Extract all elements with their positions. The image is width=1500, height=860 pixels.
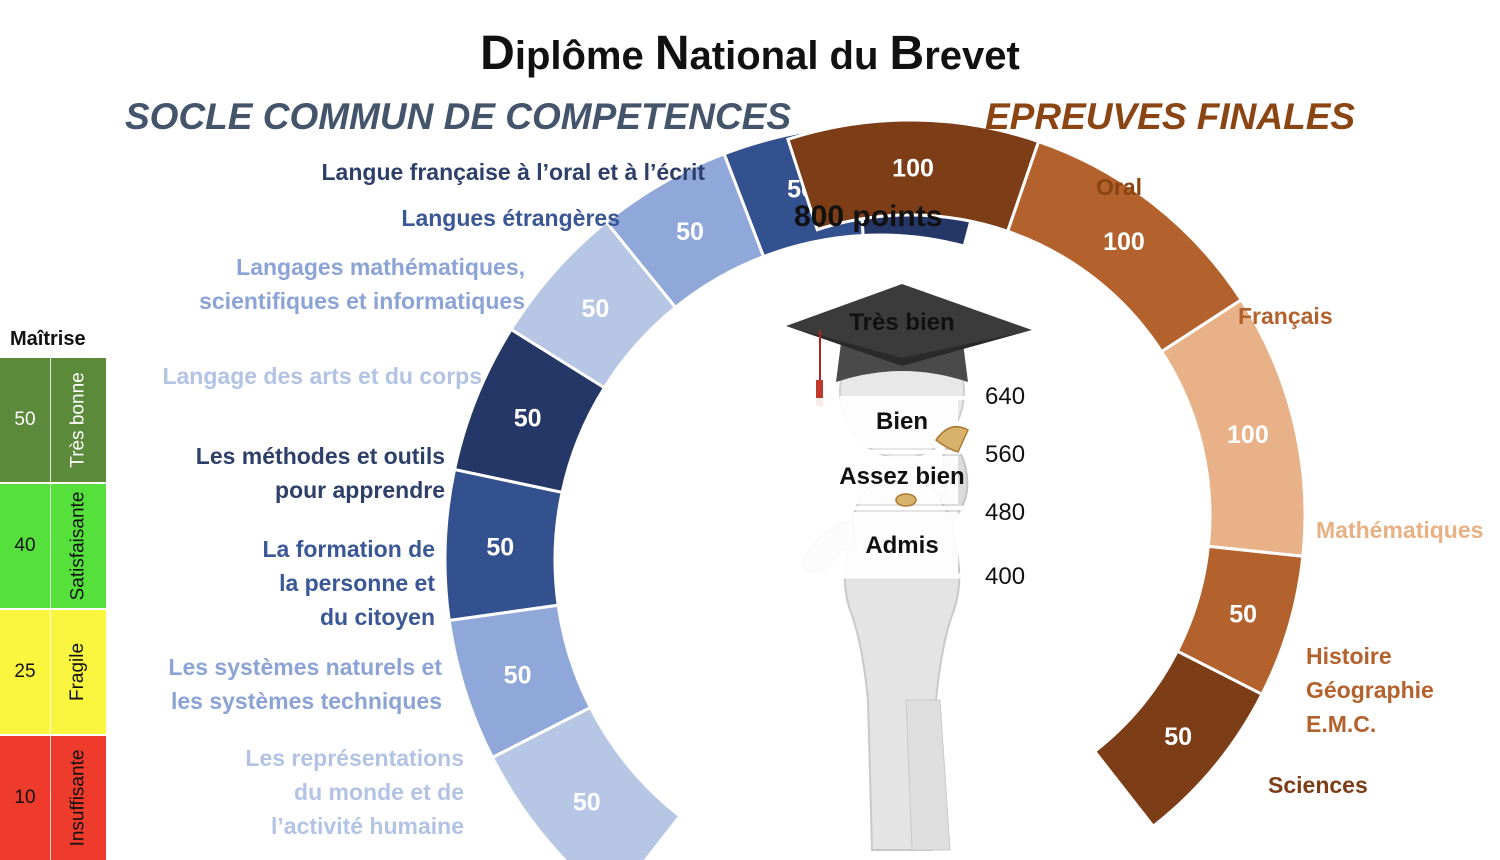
- socle-title: SOCLE COMMUN DE COMPETENCES: [125, 96, 792, 137]
- seuil-640: 640: [985, 383, 1026, 410]
- cap-tassel: [816, 380, 823, 406]
- legend-title: Maîtrise: [10, 328, 86, 350]
- socle-label-7: Les systèmes naturels et les systèmes te…: [168, 654, 442, 714]
- socle-label-1: Langue française à l’oral et à l’écrit: [321, 159, 706, 185]
- epreuve-value-2: 100: [1103, 228, 1145, 256]
- socle-label-3: Langages mathématiques, scientifiques et…: [199, 254, 525, 314]
- legend-value: 50: [14, 409, 36, 430]
- socle-label-5: Les méthodes et outils pour apprendre: [195, 443, 445, 503]
- epreuve-value-5: 50: [1164, 723, 1192, 751]
- page-title: Diplôme National du Brevet: [480, 27, 1020, 80]
- legend-value: 10: [14, 787, 36, 808]
- legend-label: Fragile: [67, 642, 89, 702]
- socle-value-7: 50: [504, 661, 532, 689]
- socle-value-3: 50: [676, 218, 704, 246]
- graduate-figure: [786, 284, 1032, 851]
- epreuve-value-3: 100: [1227, 421, 1269, 449]
- legend-row-fragile: 25 Fragile: [0, 610, 106, 734]
- legend-row-tres-bonne: 50 Très bonne: [0, 358, 106, 482]
- legend-label: Satisfaisante: [67, 491, 89, 601]
- epreuve-label-oral: Oral: [1096, 174, 1143, 200]
- legend-label: Insuffisante: [67, 749, 89, 847]
- socle-label-4: Langage des arts et du corps: [162, 363, 482, 389]
- seuil-480: 480: [985, 499, 1026, 526]
- total-points: 800 points: [794, 200, 943, 233]
- socle-arc: 5050505050505050: [443, 123, 995, 860]
- epreuve-segment-5: [1092, 649, 1264, 829]
- seuil-560: 560: [985, 441, 1026, 468]
- mention-tres-bien: Très bien: [849, 309, 955, 336]
- socle-value-6: 50: [486, 534, 514, 562]
- epreuve-label-sciences: Sciences: [1268, 772, 1368, 798]
- socle-label-6: La formation de la personne et du citoye…: [262, 536, 435, 630]
- socle-label-8: Les représentations du monde et de l’act…: [245, 745, 464, 839]
- legend-label: Très bonne: [67, 372, 89, 468]
- legend-row-insuffisante: 10 Insuffisante: [0, 736, 106, 860]
- epreuves-arc: 100 100 100 50 50: [786, 118, 1307, 829]
- mention-assez-bien: Assez bien: [839, 463, 965, 490]
- mention-admis: Admis: [865, 532, 939, 559]
- epreuve-label-histoire: Histoire Géographie E.M.C.: [1306, 643, 1434, 737]
- epreuve-value-4: 50: [1229, 601, 1257, 629]
- epreuves-title: EPREUVES FINALES: [985, 96, 1356, 137]
- socle-value-5: 50: [514, 405, 542, 433]
- diploma-icon: [934, 425, 969, 453]
- epreuve-label-maths: Mathématiques: [1316, 517, 1484, 543]
- legend-value: 40: [14, 535, 36, 556]
- cap-board: [786, 284, 1032, 360]
- legend-value: 25: [14, 661, 36, 682]
- seuil-400: 400: [985, 563, 1026, 590]
- epreuve-value-1: 100: [892, 155, 934, 183]
- legend-row-satisfaisante: 40 Satisfaisante: [0, 484, 106, 608]
- mention-bien: Bien: [875, 408, 928, 435]
- socle-segment-8: [490, 705, 683, 860]
- socle-value-8: 50: [573, 789, 601, 817]
- socle-label-2: Langues étrangères: [401, 205, 620, 231]
- figure-leg-right: [905, 699, 951, 851]
- socle-value-4: 50: [581, 295, 609, 323]
- epreuve-label-francais: Français: [1238, 303, 1333, 329]
